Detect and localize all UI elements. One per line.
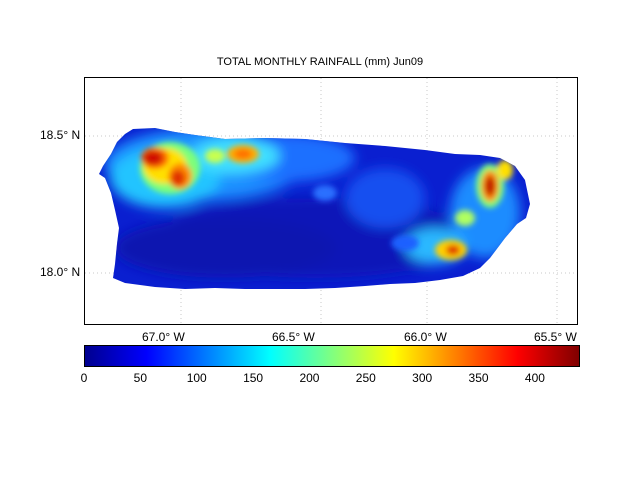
lat-label-18-5: 18.5° N bbox=[40, 128, 81, 142]
colorbar-tick-label: 300 bbox=[412, 371, 433, 385]
map-title: TOTAL MONTHLY RAINFALL (mm) Jun09 bbox=[216, 56, 424, 68]
lon-label-66-5: 66.5° W bbox=[272, 330, 315, 344]
island-rainfall bbox=[99, 128, 530, 289]
colorbar-tick-label: 0 bbox=[80, 371, 88, 385]
colorbar-tick-label: 200 bbox=[299, 371, 320, 385]
colorbar-tick-label: 350 bbox=[468, 371, 489, 385]
colorbar-tick-label: 100 bbox=[186, 371, 207, 385]
lat-label-18-0: 18.0° N bbox=[40, 265, 81, 279]
map-frame bbox=[84, 77, 578, 325]
lon-label-67-0: 67.0° W bbox=[142, 330, 185, 344]
colorbar bbox=[84, 345, 580, 367]
rainfall-map bbox=[85, 78, 577, 324]
colorbar-tick-label: 250 bbox=[355, 371, 376, 385]
lon-label-66-0: 66.0° W bbox=[404, 330, 447, 344]
colorbar-tick-label: 150 bbox=[243, 371, 264, 385]
colorbar-tick-label: 400 bbox=[524, 371, 545, 385]
lon-label-65-5: 65.5° W bbox=[534, 330, 577, 344]
colorbar-tick-label: 50 bbox=[133, 371, 148, 385]
